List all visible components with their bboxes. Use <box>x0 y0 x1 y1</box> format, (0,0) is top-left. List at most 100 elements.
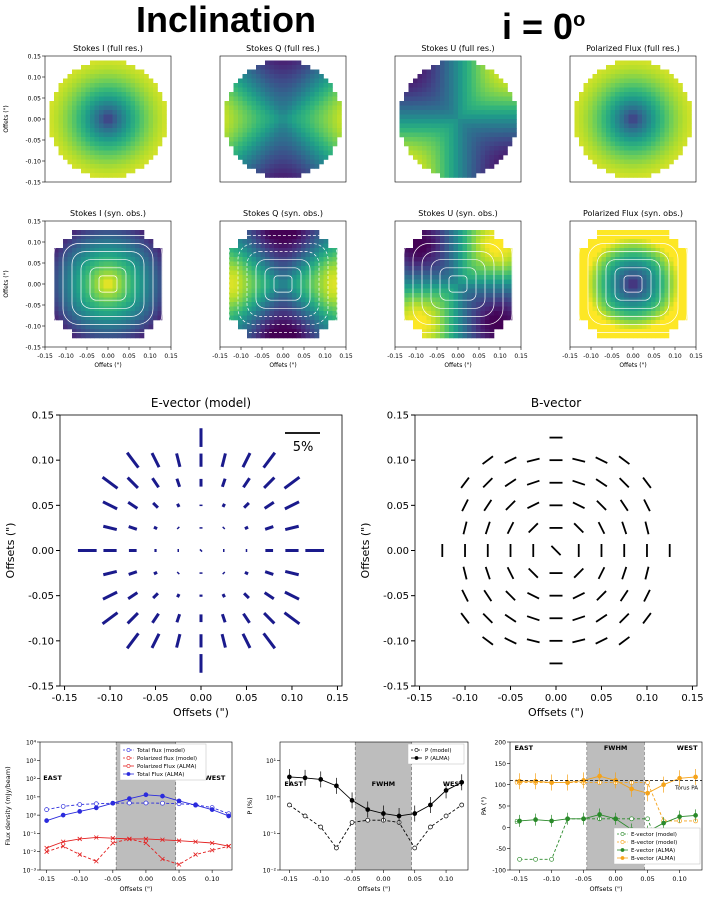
heatmap-cell <box>319 248 324 253</box>
heatmap-cell <box>121 132 127 138</box>
heatmap-cell <box>130 333 136 339</box>
heatmap-cell <box>422 284 427 289</box>
heatmap-cell <box>435 306 441 312</box>
heatmap-cell <box>494 114 499 120</box>
heatmap-cell <box>251 155 257 160</box>
heatmap-cell <box>669 252 674 258</box>
heatmap-cell <box>94 141 100 147</box>
heatmap-cell <box>85 83 91 88</box>
heatmap-cell <box>108 320 113 325</box>
heatmap-cell <box>637 128 643 133</box>
heatmap-cell <box>476 146 481 151</box>
heatmap-cell <box>583 315 589 321</box>
heatmap-cell <box>624 65 629 70</box>
heatmap-cell <box>148 324 154 330</box>
heatmap-cell <box>54 114 59 120</box>
heatmap-cell <box>624 315 629 321</box>
heatmap-cell <box>238 311 243 316</box>
heatmap-cell <box>646 261 652 267</box>
heatmap-cell <box>462 164 468 169</box>
heatmap-cell <box>301 101 306 106</box>
heatmap-cell <box>305 83 311 88</box>
heatmap-cell <box>601 137 607 142</box>
e-vector-segment <box>243 592 250 600</box>
heatmap-cell <box>256 311 261 316</box>
heatmap-cell <box>485 159 490 165</box>
heatmap-cell <box>498 243 504 249</box>
heatmap-cell <box>233 302 239 307</box>
heatmap-cell <box>247 110 252 115</box>
heatmap-cell <box>81 270 86 276</box>
e-vector-segment <box>263 591 275 600</box>
heatmap-cell <box>81 87 86 93</box>
heatmap-cell <box>682 101 688 106</box>
heatmap-cell <box>449 137 454 142</box>
heatmap-cell <box>283 150 288 156</box>
contour-line <box>237 243 329 325</box>
heatmap-cell <box>440 311 445 316</box>
heatmap-cell <box>287 239 293 244</box>
heatmap-cell <box>139 257 145 262</box>
heatmap-cell <box>583 123 589 129</box>
x-tick-label: -0.05 <box>104 875 121 883</box>
heatmap-cell <box>296 324 302 330</box>
heatmap-cell <box>462 114 468 120</box>
heatmap-cell <box>669 146 674 151</box>
heatmap-cell <box>642 284 647 289</box>
heatmap-cell <box>256 261 261 267</box>
heatmap-cell <box>664 333 670 339</box>
heatmap-cell <box>628 132 634 138</box>
heatmap-cell <box>633 132 638 138</box>
heatmap-cell <box>673 261 679 267</box>
heatmap-cell <box>85 132 91 138</box>
heatmap-cell <box>655 87 661 93</box>
heatmap-cell <box>399 119 405 124</box>
heatmap-cell <box>431 306 436 312</box>
heatmap-cell <box>310 123 315 129</box>
heatmap-cell <box>121 333 127 339</box>
heatmap-cell <box>130 132 136 138</box>
x-axis-label: Offsets (") <box>357 885 390 893</box>
heatmap-cell <box>148 297 154 303</box>
heatmap-cell <box>72 252 77 258</box>
data-point <box>581 816 586 822</box>
heatmap-cell <box>135 230 140 235</box>
heatmap-cell <box>54 101 59 106</box>
heatmap-cell <box>462 87 468 93</box>
heatmap-cell <box>615 78 620 84</box>
heatmap-cell <box>642 252 647 258</box>
heatmap-cell <box>319 132 324 138</box>
y-tick-label: 0.00 <box>28 282 42 289</box>
heatmap-cell <box>458 114 463 120</box>
heatmap-cell <box>624 284 629 289</box>
heatmap-cell <box>251 159 257 165</box>
heatmap-cell <box>583 87 589 93</box>
heatmap-cell <box>471 252 477 258</box>
heatmap-cell <box>588 288 593 294</box>
heatmap-cell <box>422 141 427 147</box>
heatmap-cell <box>485 306 490 312</box>
heatmap-cell <box>678 87 683 93</box>
heatmap-cell <box>278 155 284 160</box>
heatmap-cell <box>117 164 122 169</box>
heatmap-cell <box>642 110 647 115</box>
heatmap-cell <box>242 78 248 84</box>
heatmap-cell <box>453 168 459 174</box>
heatmap-cell <box>292 288 297 294</box>
heatmap-cell <box>247 275 252 280</box>
heatmap-cell <box>153 293 158 298</box>
heatmap-cell <box>404 114 409 120</box>
heatmap-cell <box>449 333 454 339</box>
heatmap-cell <box>323 293 329 298</box>
heatmap-cell <box>588 284 593 289</box>
heatmap-cell <box>319 96 324 102</box>
heatmap-cell <box>507 275 513 280</box>
heatmap-cell <box>435 78 441 84</box>
heatmap-cell <box>592 110 598 115</box>
heatmap-cell <box>323 275 329 280</box>
heatmap-cell <box>90 110 95 115</box>
heatmap-cell <box>332 288 338 294</box>
heatmap-cell <box>422 119 427 124</box>
b-vector-segment <box>595 456 608 464</box>
heatmap-cell <box>642 78 647 84</box>
